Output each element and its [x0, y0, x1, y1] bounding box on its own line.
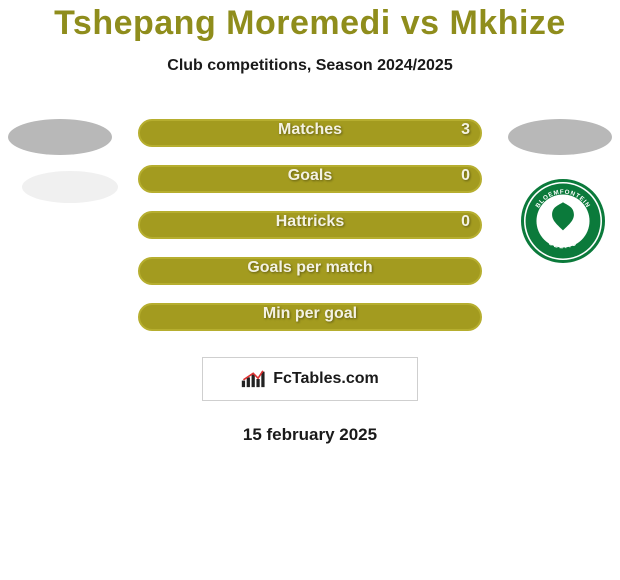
bar-matches: Matches 3 — [138, 119, 482, 147]
bar-hattricks: Hattricks 0 — [138, 211, 482, 239]
bar-min-per-goal: Min per goal — [138, 303, 482, 331]
brand-badge[interactable]: FcTables.com — [202, 357, 418, 401]
date-text: 15 february 2025 — [0, 425, 620, 445]
page-title: Tshepang Moremedi vs Mkhize — [0, 4, 620, 43]
bar-goals-per-match: Goals per match — [138, 257, 482, 285]
bar-label: Min per goal — [138, 305, 482, 323]
bar-goals: Goals 0 — [138, 165, 482, 193]
bar-value: 0 — [461, 167, 470, 185]
club-logo-icon: BLOEMFONTEIN CELTIC — [524, 182, 602, 260]
subtitle: Club competitions, Season 2024/2025 — [0, 57, 620, 75]
chart-bars-icon — [241, 369, 267, 389]
bar-label: Goals per match — [138, 259, 482, 277]
player-left-shape-2 — [22, 171, 118, 203]
compare-area: BLOEMFONTEIN CELTIC Matches 3 Goals 0 Ha… — [0, 119, 620, 339]
bar-label: Matches — [138, 121, 482, 139]
player-left-shape-1 — [8, 119, 112, 155]
bar-value: 0 — [461, 213, 470, 231]
brand-text: FcTables.com — [273, 370, 379, 388]
player-right-shape-1 — [508, 119, 612, 155]
stat-bars: Matches 3 Goals 0 Hattricks 0 Goals per … — [138, 119, 482, 349]
bar-value: 3 — [461, 121, 470, 139]
bar-label: Hattricks — [138, 213, 482, 231]
club-logo: BLOEMFONTEIN CELTIC — [521, 179, 605, 263]
bar-label: Goals — [138, 167, 482, 185]
